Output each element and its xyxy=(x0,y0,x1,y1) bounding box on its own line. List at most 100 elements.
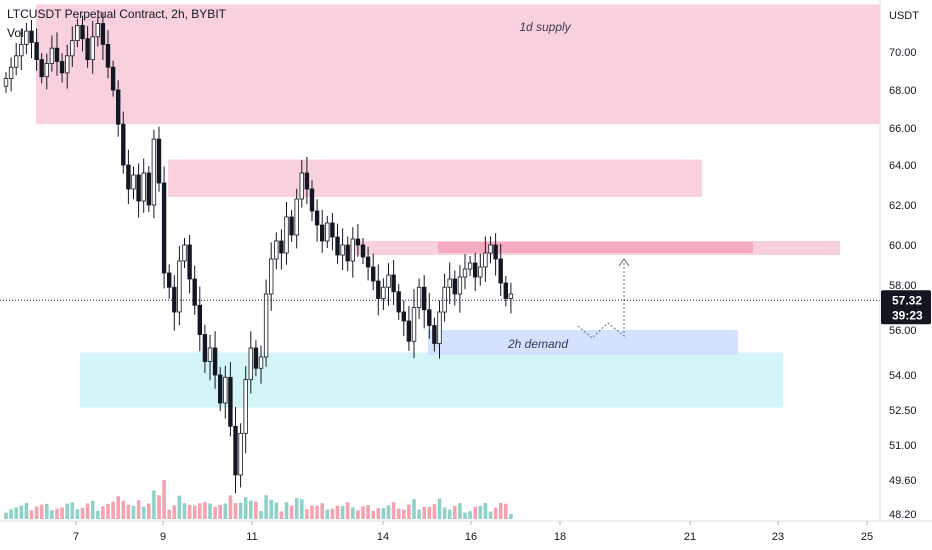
time-tick-label: 23 xyxy=(772,531,784,543)
candle xyxy=(304,172,310,190)
volume-bar xyxy=(483,502,488,519)
candle xyxy=(136,174,141,202)
zone-supply-2h-strong[interactable] xyxy=(438,242,753,253)
candle xyxy=(483,252,488,268)
volume-bar xyxy=(300,499,304,519)
candle xyxy=(258,356,264,369)
volume-bar xyxy=(141,506,146,519)
candle xyxy=(3,78,9,87)
volume-bar xyxy=(274,502,279,519)
volume-bar xyxy=(9,509,13,519)
candle xyxy=(350,238,355,262)
candle xyxy=(498,258,503,284)
volume-bar xyxy=(442,507,447,519)
candle xyxy=(325,222,330,242)
volume-bar xyxy=(447,509,452,519)
volume-bar xyxy=(284,502,289,519)
price-tick-label: 49.60 xyxy=(889,475,917,487)
time-axis-ticks: 7 9 11 14 16 18 21 23 25 xyxy=(73,521,873,543)
volume-bar xyxy=(70,502,75,519)
candle xyxy=(488,244,493,254)
price-axis[interactable] xyxy=(880,0,932,550)
candle xyxy=(386,274,391,288)
volume-bar xyxy=(351,507,355,519)
volume-bar xyxy=(254,501,258,519)
candle xyxy=(365,256,371,268)
volume-bar xyxy=(29,510,34,519)
projection-arrowhead xyxy=(618,258,630,267)
candle xyxy=(238,432,243,476)
volume-bar xyxy=(453,505,457,519)
volume-bar xyxy=(167,509,171,519)
price-tick-label: 48.20 xyxy=(889,509,917,521)
volume-bar xyxy=(488,511,493,519)
candle xyxy=(197,304,202,335)
volume-bar xyxy=(208,503,212,519)
zone-supply-1d[interactable] xyxy=(36,4,880,125)
volume-bar xyxy=(192,505,197,519)
bar-countdown: 39:23 xyxy=(892,308,923,322)
volume-bar xyxy=(218,504,222,519)
candle xyxy=(462,268,468,278)
volume-bar xyxy=(478,506,483,519)
candle xyxy=(110,66,116,91)
price-tick-label: 58.00 xyxy=(889,280,917,292)
zone-supply-2h-upper[interactable] xyxy=(168,159,702,197)
volume-bar xyxy=(356,510,360,519)
candle xyxy=(370,266,376,282)
candle xyxy=(90,36,95,60)
candle xyxy=(156,138,162,184)
candles-layer xyxy=(3,12,514,494)
candle xyxy=(131,174,136,190)
price-axis-currency: USDT xyxy=(889,10,919,22)
candle xyxy=(421,286,427,311)
volume-bar xyxy=(509,513,513,519)
volume-bar xyxy=(325,509,330,519)
time-axis[interactable] xyxy=(0,521,880,550)
candle xyxy=(121,123,126,166)
volume-bar xyxy=(111,501,115,519)
volume-bar xyxy=(19,505,24,519)
volume-bar xyxy=(136,500,141,519)
volume-bar xyxy=(34,506,39,519)
volume-bar xyxy=(157,495,161,519)
candle xyxy=(401,311,406,322)
zone-demand-2h[interactable] xyxy=(428,330,738,355)
volume-bar xyxy=(24,502,29,519)
candle xyxy=(8,66,14,79)
candle xyxy=(172,286,177,313)
price-tick-label: 68.00 xyxy=(889,85,917,97)
candle xyxy=(116,89,121,125)
price-tick-label: 64.00 xyxy=(889,160,917,172)
volume-bar xyxy=(463,512,467,519)
zone-demand-big[interactable] xyxy=(80,352,783,408)
candle xyxy=(65,55,70,74)
candle xyxy=(75,24,80,41)
candle xyxy=(508,293,514,299)
candle xyxy=(442,286,447,313)
volume-bar xyxy=(381,508,386,519)
candle xyxy=(141,172,146,202)
volume-bar xyxy=(162,480,166,519)
candle xyxy=(309,188,315,212)
candle xyxy=(177,260,182,313)
volume-bar xyxy=(289,505,294,519)
volume-bar xyxy=(80,507,85,519)
zone-label-demand-2h: 2h demand xyxy=(507,337,568,351)
volume-bar xyxy=(468,511,472,519)
candle xyxy=(437,311,442,344)
time-tick-label: 11 xyxy=(246,531,257,543)
candle xyxy=(166,272,172,288)
candle xyxy=(34,42,39,61)
candle xyxy=(467,262,473,270)
volume-bar xyxy=(320,503,324,519)
candle xyxy=(268,258,274,295)
volume-bar xyxy=(75,509,80,519)
volume-bar xyxy=(90,500,95,519)
volume-bar xyxy=(106,503,110,519)
candle xyxy=(161,182,167,274)
volume-label: Vol xyxy=(7,26,24,40)
candle xyxy=(248,347,253,381)
volume-bar xyxy=(279,511,284,519)
